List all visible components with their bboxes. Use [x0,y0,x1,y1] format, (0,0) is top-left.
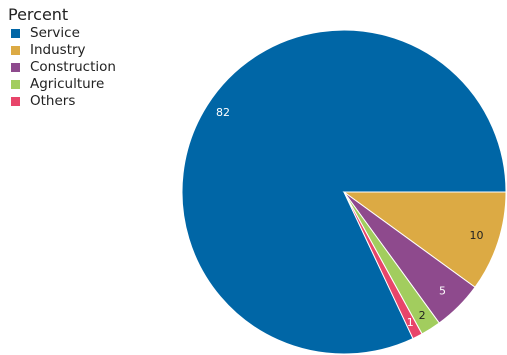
legend-swatch [11,80,20,89]
legend-label: Agriculture [30,76,105,92]
legend-item-construction[interactable]: Construction [8,59,116,76]
legend-item-service[interactable]: Service [8,25,116,42]
pie-slice-others[interactable] [343,191,423,340]
legend-label: Industry [30,42,86,58]
legend-swatch [11,63,20,72]
legend-label: Construction [30,59,116,75]
legend: Percent Service Industry Construction Agric… [8,6,116,110]
legend-item-industry[interactable]: Industry [8,42,116,59]
legend-items: Service Industry Construction Agriculture Ot… [8,25,116,110]
legend-label: Service [30,25,80,41]
data-label-others: 1 [407,316,414,329]
data-label-construction: 5 [439,285,446,298]
legend-title: Percent [8,5,69,24]
data-label-service: 82 [216,106,230,119]
legend-swatch [11,29,20,38]
legend-swatch [11,97,20,106]
data-label-industry: 10 [470,229,484,242]
data-label-agriculture: 2 [419,309,426,322]
legend-label: Others [30,93,76,109]
pie-slice-industry[interactable] [342,191,507,288]
legend-item-others[interactable]: Others [8,93,116,110]
legend-swatch [11,46,20,55]
legend-item-agriculture[interactable]: Agriculture [8,76,116,93]
